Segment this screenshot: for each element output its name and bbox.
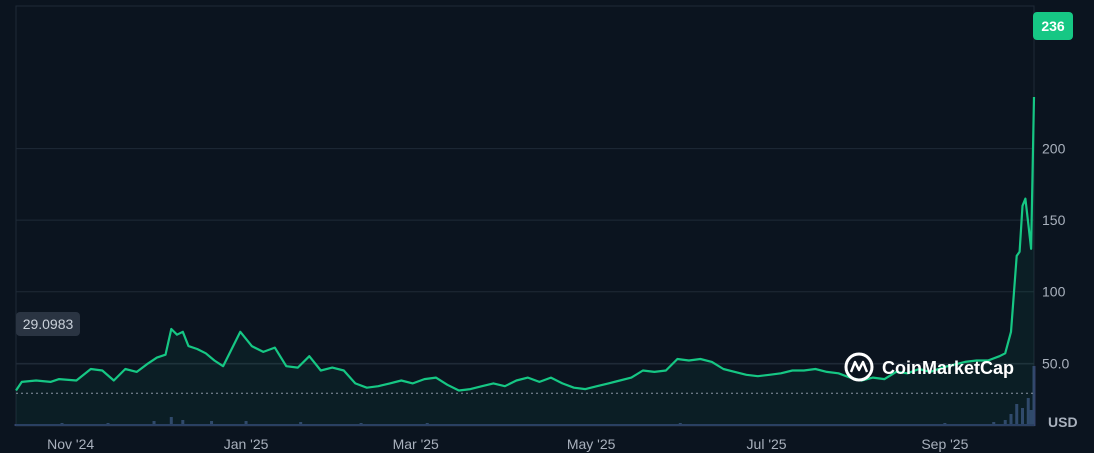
baseline-label-text: 29.0983 (23, 316, 74, 332)
volume-bar (169, 417, 173, 426)
x-tick-label: Jan '25 (224, 436, 269, 452)
volume-bar (181, 420, 185, 426)
x-tick-label: Nov '24 (47, 436, 94, 452)
brand-name: CoinMarketCap (882, 358, 1014, 378)
volume-bar (1026, 398, 1030, 426)
x-tick-label: Jul '25 (747, 436, 787, 452)
coinmarketcap-logo: CoinMarketCap (844, 352, 1014, 382)
price-line (15, 96, 1036, 392)
currency-unit: USD (1048, 414, 1078, 430)
last-price-badge: 236 (1033, 12, 1073, 40)
baseline-label-bg (16, 312, 80, 336)
y-tick-label: 100 (1042, 284, 1066, 300)
x-tick-label: May '25 (567, 436, 616, 452)
volume-bar (152, 421, 156, 426)
coinmarketcap-icon (844, 352, 874, 382)
volume-band (16, 424, 1034, 426)
volume-bars (14, 366, 1036, 426)
y-tick-label: 150 (1042, 212, 1066, 228)
volume-bar (1015, 404, 1019, 426)
volume-bar (1020, 408, 1024, 426)
last-price-text: 236 (1041, 18, 1065, 34)
x-axis: Nov '24 Jan '25 Mar '25 May '25 Jul '25 Sep '… (47, 436, 968, 452)
volume-bar (1032, 366, 1036, 426)
last-price-badge-bg (1033, 12, 1073, 40)
y-tick-label: 200 (1042, 141, 1066, 157)
volume-bar (1009, 414, 1013, 426)
baseline-label: 29.0983 (16, 312, 80, 336)
coinmarketcap-icon-mark (849, 360, 869, 373)
y-axis: 50.0 100 150 200 (1042, 141, 1069, 372)
volume-bar (244, 421, 248, 426)
x-tick-label: Mar '25 (393, 436, 439, 452)
volume-bar (210, 421, 214, 426)
y-tick-label: 50.0 (1042, 355, 1069, 371)
volume-bar (1029, 410, 1033, 426)
x-tick-label: Sep '25 (921, 436, 968, 452)
volume-bar (1003, 420, 1007, 426)
